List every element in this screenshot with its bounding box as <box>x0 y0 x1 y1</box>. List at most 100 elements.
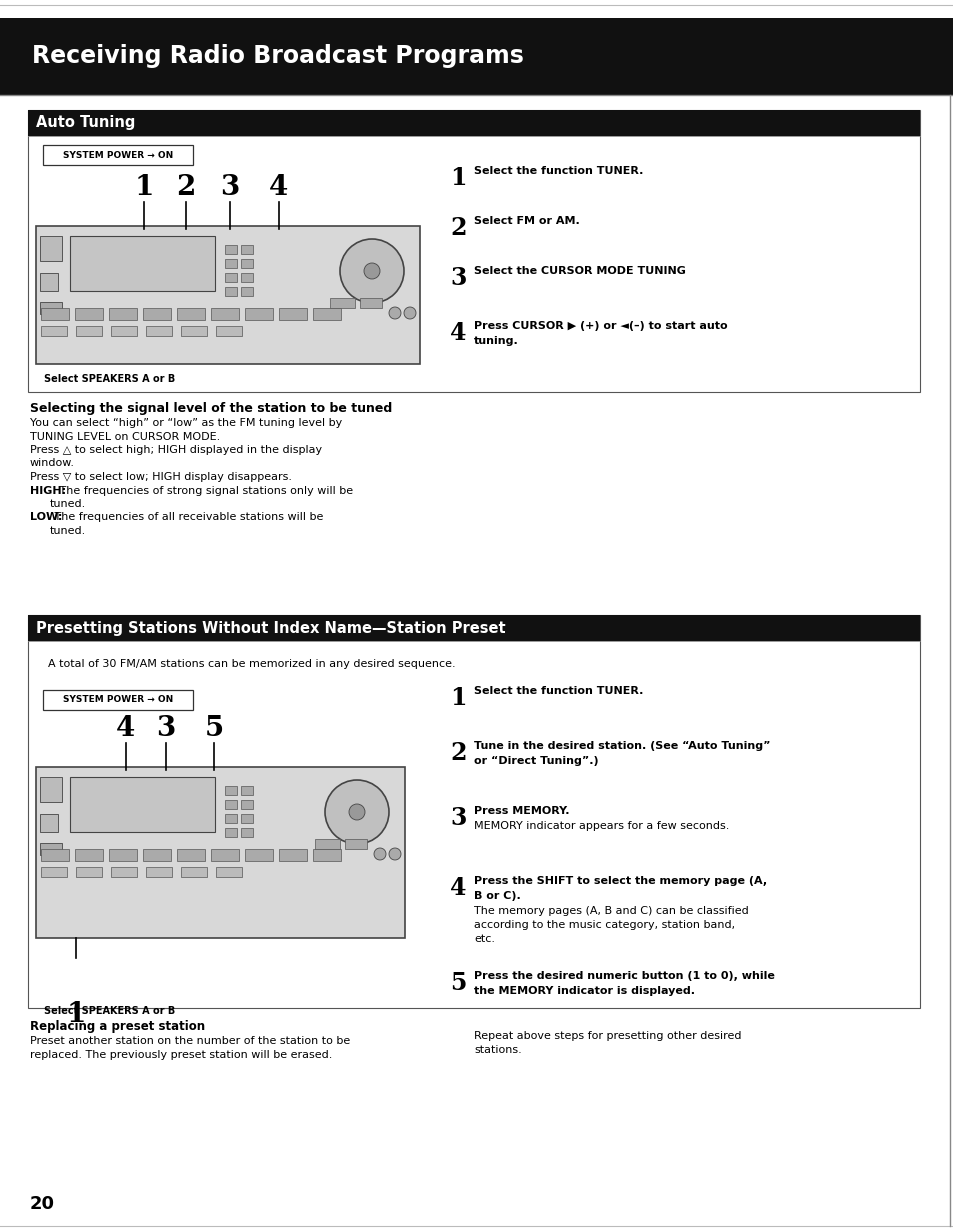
Text: 1: 1 <box>67 1001 86 1028</box>
Circle shape <box>349 804 365 820</box>
Circle shape <box>364 263 379 279</box>
Text: 1: 1 <box>134 174 153 201</box>
Text: or “Direct Tuning”.): or “Direct Tuning”.) <box>474 756 598 766</box>
Bar <box>241 787 253 795</box>
Bar <box>146 867 172 876</box>
Circle shape <box>389 307 400 319</box>
Text: Replacing a preset station: Replacing a preset station <box>30 1020 205 1033</box>
Bar <box>28 110 919 135</box>
Text: Press △ to select high; HIGH displayed in the display: Press △ to select high; HIGH displayed i… <box>30 444 322 455</box>
Bar <box>28 616 919 1008</box>
Text: 3: 3 <box>156 715 175 742</box>
Bar <box>76 867 102 876</box>
Text: window.: window. <box>30 458 75 469</box>
Text: 5: 5 <box>204 715 223 742</box>
Bar <box>111 867 137 876</box>
Bar <box>314 840 339 849</box>
Bar <box>225 259 236 268</box>
Bar <box>40 777 62 803</box>
Bar <box>245 849 273 860</box>
Text: Select FM or AM.: Select FM or AM. <box>474 215 579 227</box>
Bar <box>143 308 171 320</box>
Bar <box>109 308 137 320</box>
Bar <box>359 298 381 308</box>
Text: 2: 2 <box>450 215 466 240</box>
Text: LOW:: LOW: <box>30 512 62 522</box>
Text: 4: 4 <box>450 321 466 345</box>
Bar <box>181 326 207 336</box>
Bar <box>313 308 340 320</box>
Text: the MEMORY indicator is displayed.: the MEMORY indicator is displayed. <box>474 986 695 996</box>
Bar <box>225 800 236 809</box>
Bar <box>36 767 405 938</box>
Text: according to the music category, station band,: according to the music category, station… <box>474 920 735 929</box>
Text: The memory pages (A, B and C) can be classified: The memory pages (A, B and C) can be cla… <box>474 906 748 916</box>
Bar <box>75 308 103 320</box>
Circle shape <box>403 307 416 319</box>
Bar <box>241 259 253 268</box>
Bar <box>225 828 236 837</box>
Text: tuning.: tuning. <box>474 336 518 346</box>
Bar <box>40 236 62 261</box>
Text: B or C).: B or C). <box>474 891 520 901</box>
Text: etc.: etc. <box>474 934 495 944</box>
Bar <box>211 849 239 860</box>
Bar <box>345 840 367 849</box>
Bar <box>313 849 340 860</box>
Text: Press MEMORY.: Press MEMORY. <box>474 806 569 816</box>
FancyBboxPatch shape <box>43 145 193 165</box>
Text: tuned.: tuned. <box>50 526 86 535</box>
Text: 2: 2 <box>176 174 195 201</box>
Bar <box>0 18 953 95</box>
Text: 1: 1 <box>450 686 466 710</box>
Text: The frequencies of strong signal stations only will be: The frequencies of strong signal station… <box>56 485 353 496</box>
Text: Presetting Stations Without Index Name—Station Preset: Presetting Stations Without Index Name—S… <box>36 620 505 635</box>
Bar <box>36 227 419 364</box>
Bar <box>225 245 236 254</box>
Circle shape <box>374 848 386 860</box>
Bar <box>278 308 307 320</box>
Text: HIGH:: HIGH: <box>30 485 66 496</box>
Text: 20: 20 <box>30 1195 55 1213</box>
Text: Auto Tuning: Auto Tuning <box>36 116 135 130</box>
Bar <box>241 245 253 254</box>
Text: Select SPEAKERS A or B: Select SPEAKERS A or B <box>44 1006 175 1016</box>
Text: Press the desired numeric button (1 to 0), while: Press the desired numeric button (1 to 0… <box>474 971 774 981</box>
Bar <box>225 287 236 295</box>
FancyBboxPatch shape <box>43 691 193 710</box>
Bar <box>41 326 67 336</box>
Text: SYSTEM POWER → ON: SYSTEM POWER → ON <box>63 696 172 704</box>
Bar <box>75 849 103 860</box>
Text: A total of 30 FM/AM stations can be memorized in any desired sequence.: A total of 30 FM/AM stations can be memo… <box>48 659 456 668</box>
Bar <box>146 326 172 336</box>
Text: Press CURSOR ▶ (+) or ◄(–) to start auto: Press CURSOR ▶ (+) or ◄(–) to start auto <box>474 321 727 331</box>
Bar <box>41 867 67 876</box>
Text: You can select “high” or “low” as the FM tuning level by: You can select “high” or “low” as the FM… <box>30 419 342 428</box>
Bar <box>241 287 253 295</box>
Bar <box>241 800 253 809</box>
Bar <box>245 308 273 320</box>
Bar <box>41 308 69 320</box>
Bar <box>241 814 253 824</box>
Text: Selecting the signal level of the station to be tuned: Selecting the signal level of the statio… <box>30 403 392 415</box>
Text: replaced. The previously preset station will be erased.: replaced. The previously preset station … <box>30 1050 332 1060</box>
Text: The frequencies of all receivable stations will be: The frequencies of all receivable statio… <box>51 512 323 522</box>
Text: 3: 3 <box>450 806 466 830</box>
Bar <box>330 298 355 308</box>
Text: Select SPEAKERS A or B: Select SPEAKERS A or B <box>44 374 175 384</box>
Text: 1: 1 <box>450 166 466 190</box>
Text: 2: 2 <box>450 741 466 764</box>
Text: TUNING LEVEL on CURSOR MODE.: TUNING LEVEL on CURSOR MODE. <box>30 432 220 442</box>
Text: 5: 5 <box>450 971 466 995</box>
Bar <box>215 867 242 876</box>
Bar <box>241 273 253 282</box>
Bar <box>40 843 62 856</box>
Text: Select the function TUNER.: Select the function TUNER. <box>474 166 642 176</box>
Text: Tune in the desired station. (See “Auto Tuning”: Tune in the desired station. (See “Auto … <box>474 741 770 751</box>
Text: 4: 4 <box>450 876 466 900</box>
Bar <box>70 236 214 291</box>
Bar <box>215 326 242 336</box>
Bar <box>225 787 236 795</box>
Bar <box>211 308 239 320</box>
Bar <box>143 849 171 860</box>
